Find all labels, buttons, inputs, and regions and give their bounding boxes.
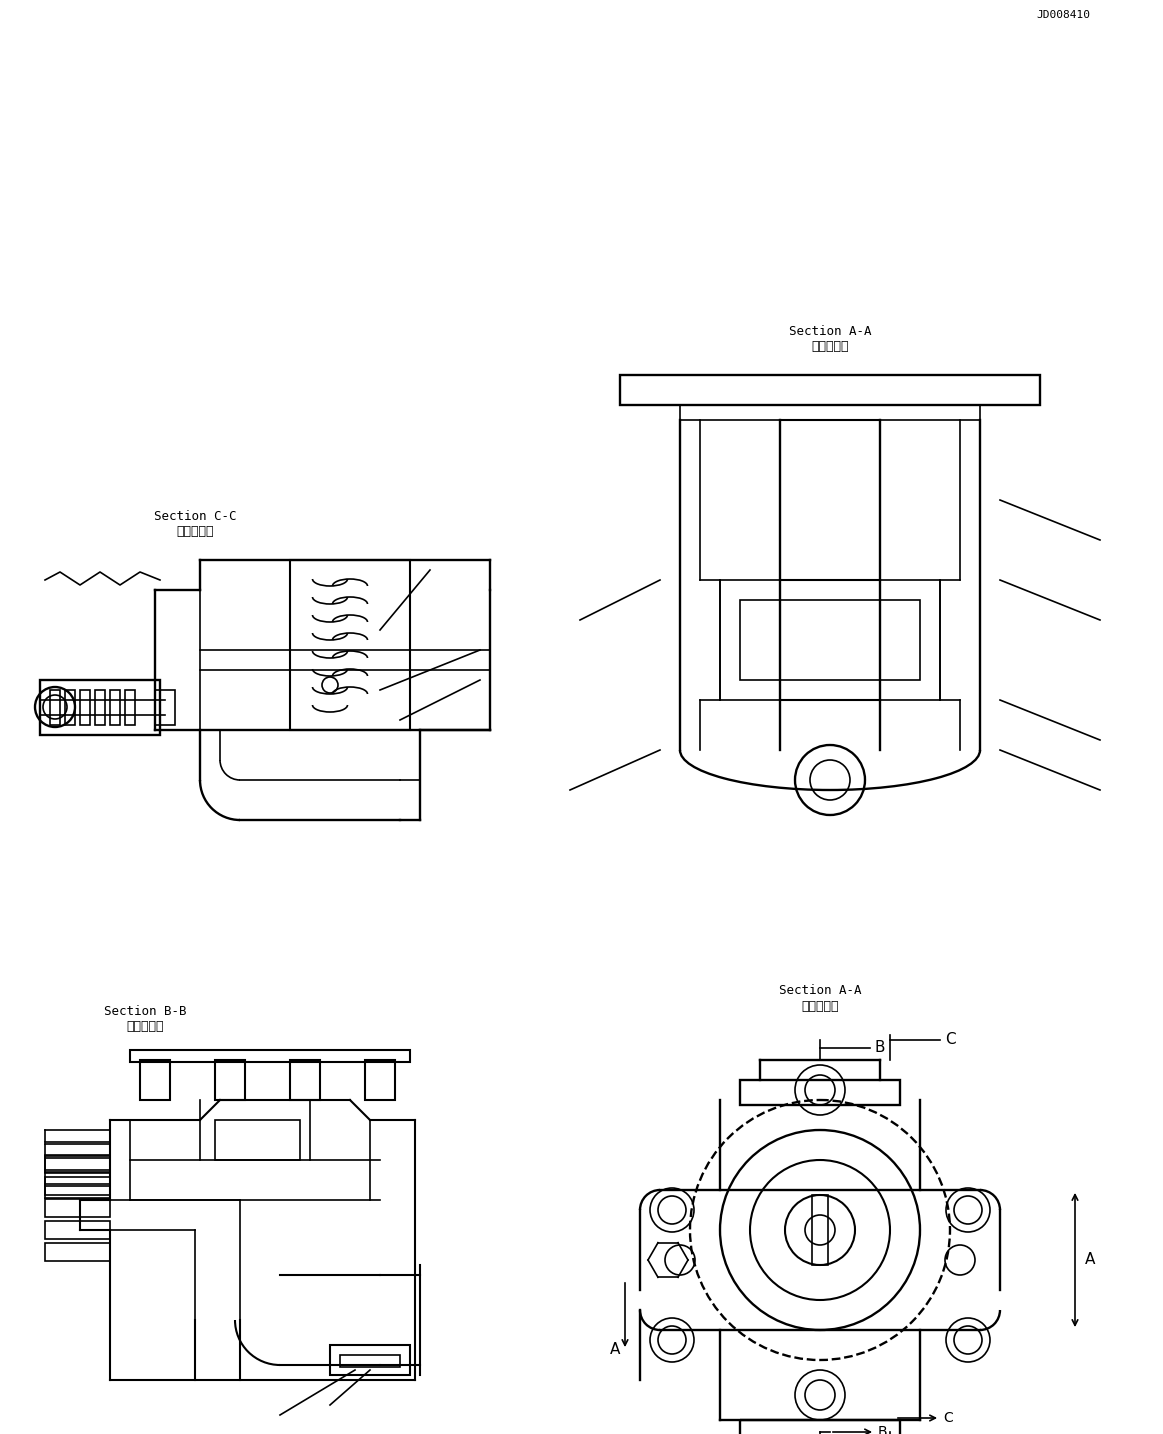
Bar <box>40 680 160 736</box>
Bar <box>155 690 174 726</box>
Bar <box>812 1195 828 1265</box>
Text: A: A <box>611 1342 620 1358</box>
Bar <box>680 404 980 420</box>
Bar <box>290 1060 320 1100</box>
Text: Section A-A: Section A-A <box>779 984 862 997</box>
Text: A: A <box>1085 1252 1096 1268</box>
Text: 断面Ｃ－Ｃ: 断面Ｃ－Ｃ <box>177 525 214 538</box>
Bar <box>290 561 411 730</box>
Bar <box>215 1120 300 1160</box>
Bar <box>720 579 940 700</box>
Text: B: B <box>878 1425 887 1434</box>
Bar <box>740 1080 900 1106</box>
Text: C: C <box>943 1411 952 1425</box>
Bar <box>50 690 60 726</box>
Text: JD008410: JD008410 <box>1036 10 1090 20</box>
Bar <box>65 690 74 726</box>
Bar <box>330 1345 411 1375</box>
Bar <box>45 1243 110 1260</box>
Bar <box>95 690 105 726</box>
Bar <box>140 1060 170 1100</box>
Text: Section A-A: Section A-A <box>789 326 871 338</box>
Bar <box>45 1154 110 1173</box>
Bar <box>740 1420 900 1434</box>
Text: 断面Ａ－Ａ: 断面Ａ－Ａ <box>801 999 839 1012</box>
Bar <box>80 690 90 726</box>
Text: 断面Ｂ－Ｂ: 断面Ｂ－Ｂ <box>127 1020 164 1032</box>
Bar <box>130 1050 411 1063</box>
Text: 断面Ａ－Ａ: 断面Ａ－Ａ <box>812 340 849 353</box>
Bar <box>45 1199 110 1217</box>
Text: C: C <box>946 1032 956 1047</box>
Bar <box>45 1220 110 1239</box>
Bar <box>215 1060 245 1100</box>
Text: Section B-B: Section B-B <box>104 1005 186 1018</box>
Bar <box>124 690 135 726</box>
Bar <box>110 690 120 726</box>
Bar <box>365 1060 395 1100</box>
Bar <box>340 1355 400 1367</box>
Bar <box>620 376 1040 404</box>
Text: Section C-C: Section C-C <box>154 511 236 523</box>
Bar <box>45 1177 110 1195</box>
Bar <box>740 599 920 680</box>
Text: B: B <box>875 1041 885 1055</box>
